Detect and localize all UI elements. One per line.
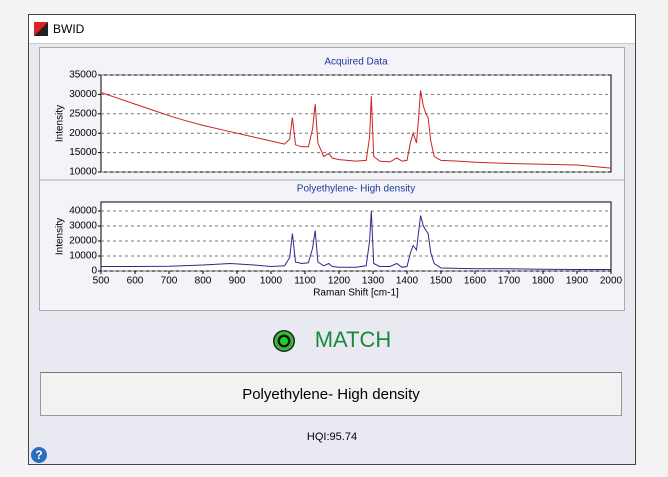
window-title: BWID: [53, 22, 85, 36]
y-tick-label: 20000: [69, 128, 97, 139]
x-tick-label: 1500: [430, 276, 453, 287]
chart-title: Acquired Data: [324, 57, 388, 68]
spectrum-line: [100, 90, 612, 169]
status-text: MATCH: [314, 327, 392, 352]
x-tick-label: 1400: [396, 276, 419, 287]
y-axis-label: Intensity: [55, 218, 66, 255]
status-lamp: [272, 330, 295, 353]
y-tick-label: 30000: [69, 221, 97, 232]
x-tick-label: 1200: [328, 276, 351, 287]
result-name: Polyethylene- High density: [242, 385, 420, 403]
x-tick-label: 900: [229, 276, 246, 287]
x-tick-label: 1000: [260, 276, 283, 287]
window: BWID Acquired Data Intensity 10000 15000 200…: [28, 14, 636, 465]
match-status: MATCH: [29, 327, 635, 353]
x-tick-label: 800: [195, 276, 212, 287]
title-bar: BWID: [29, 15, 635, 44]
x-tick-label: 1700: [498, 276, 521, 287]
x-tick-label: 1300: [362, 276, 385, 287]
plot-area: [100, 74, 612, 173]
hqi-text: HQI:95.74: [306, 431, 358, 443]
help-button[interactable]: ?: [31, 447, 47, 463]
y-tick-label: 10000: [69, 251, 97, 262]
x-tick-label: 600: [127, 276, 144, 287]
y-tick-label: 20000: [69, 236, 97, 247]
y-axis-label: Intensity: [55, 105, 66, 142]
y-tick-label: 0: [91, 266, 97, 277]
x-tick-label: 500: [93, 276, 110, 287]
x-tick-label: 2000: [600, 276, 623, 287]
y-tick-label: 10000: [69, 167, 97, 178]
x-tick-label: 1900: [566, 276, 589, 287]
y-tick-label: 35000: [69, 70, 97, 81]
plot-area: [100, 201, 612, 272]
y-tick-label: 30000: [69, 89, 97, 100]
spectrum-line: [101, 210, 611, 270]
x-tick-label: 700: [161, 276, 178, 287]
result-box: Polyethylene- High density: [40, 372, 622, 416]
x-axis-label: Raman Shift [cm-1]: [313, 288, 399, 299]
x-tick-label: 1600: [464, 276, 487, 287]
chart-panel: Acquired DataIntensity100001500020000250…: [39, 47, 625, 311]
y-tick-label: 25000: [69, 108, 97, 119]
y-tick-label: 15000: [69, 147, 97, 158]
y-tick-label: 40000: [69, 206, 97, 217]
app-icon: [34, 22, 48, 36]
x-tick-label: 1800: [532, 276, 555, 287]
x-tick-label: 1100: [294, 276, 316, 287]
chart-title: Polyethylene- High density: [297, 184, 415, 195]
